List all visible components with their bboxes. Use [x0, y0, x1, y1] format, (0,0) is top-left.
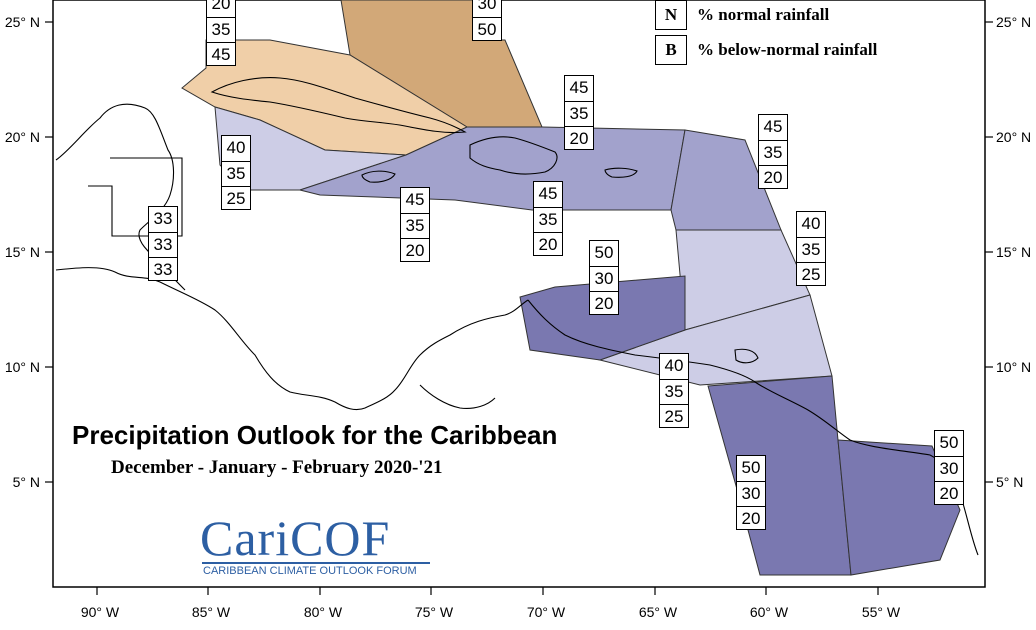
bahamas-below: 50	[473, 17, 501, 42]
cuba-above: 20	[211, 0, 231, 13]
forecast-box-leeward-islands: 45 35 20	[758, 114, 788, 189]
lat-label-5: 5° N	[13, 474, 40, 490]
leeward-below: 20	[759, 165, 787, 190]
puerto-rico-above: 45	[538, 184, 558, 203]
jamaica-above: 45	[405, 190, 425, 209]
latitude-labels-right: 25° N 20° N 15° N 10° N 5° N	[996, 14, 1031, 490]
suriname-above: 50	[939, 433, 959, 452]
coast-cuba	[210, 77, 467, 134]
cuba-normal: 35	[207, 17, 235, 42]
hispaniola-normal: 35	[565, 101, 593, 126]
forecast-box-trinidad: 40 35 25	[659, 353, 689, 428]
longitude-labels: 90° W 85° W 80° W 75° W 70° W 65° W 60° …	[81, 604, 901, 620]
bahamas-normal: 30	[477, 0, 497, 13]
trinidad-below: 25	[660, 404, 688, 429]
forecast-box-belize: 33 33 33	[148, 206, 178, 281]
legend-text-normal: % normal rainfall	[697, 5, 830, 24]
abc-below: 20	[590, 291, 618, 316]
tick-marks	[45, 21, 993, 595]
abc-above: 50	[594, 243, 614, 262]
region-suriname	[837, 439, 961, 576]
forecast-box-puerto-rico: 45 35 20	[533, 181, 563, 256]
belize-below: 33	[149, 257, 177, 282]
trinidad-normal: 35	[660, 379, 688, 404]
guyana-below: 20	[737, 506, 765, 531]
suriname-normal: 30	[935, 456, 963, 481]
lat-label-10: 10° N	[5, 359, 40, 375]
guyana-normal: 30	[737, 481, 765, 506]
hispaniola-below: 20	[565, 126, 593, 151]
coast-panama	[419, 384, 496, 409]
forecast-box-bahamas: 30 50	[472, 0, 502, 41]
lat-label-10-right: 10° N	[996, 359, 1031, 375]
forecast-box-guyana: 50 30 20	[736, 455, 766, 530]
forecast-box-windward-islands: 40 35 25	[796, 211, 826, 286]
suriname-below: 20	[935, 481, 963, 506]
legend: N % normal rainfall B % below-normal rai…	[655, 0, 955, 68]
western-caribbean-below: 25	[222, 186, 250, 211]
legend-key-below: B	[655, 35, 687, 65]
belize-above: 33	[153, 209, 173, 228]
coast-trinidad	[734, 348, 759, 364]
lat-label-15: 15° N	[5, 244, 40, 260]
map-title: Precipitation Outlook for the Caribbean	[72, 420, 558, 450]
lon-label-90: 90° W	[81, 604, 120, 620]
lat-label-20-right: 20° N	[996, 129, 1031, 145]
puerto-rico-normal: 35	[534, 207, 562, 232]
region-guyana	[707, 375, 852, 576]
caricof-logo: CariCOF CARIBBEAN CLIMATE OUTLOOK FORUM	[200, 512, 440, 582]
trinidad-above: 40	[664, 356, 684, 375]
coast-central-america	[55, 267, 529, 411]
forecast-box-hispaniola: 45 35 20	[564, 75, 594, 150]
lat-label-25-right: 25° N	[996, 14, 1031, 30]
belize-normal: 33	[149, 232, 177, 257]
forecast-box-jamaica: 45 35 20	[400, 187, 430, 262]
map-frame	[52, 0, 986, 588]
coast-puerto-rico	[604, 167, 638, 178]
windward-below: 25	[797, 262, 825, 287]
forecast-box-abc-islands: 50 30 20	[589, 240, 619, 315]
forecast-regions	[181, 0, 961, 576]
forecast-box-suriname: 50 30 20	[934, 430, 964, 505]
lon-label-80: 80° W	[304, 604, 343, 620]
map-subtitle: December - January - February 2020-'21	[111, 457, 443, 478]
coast-jamaica	[361, 170, 396, 183]
latitude-labels-left: 25° N 20° N 15° N 10° N 5° N	[5, 14, 40, 490]
windward-normal: 35	[797, 237, 825, 262]
leeward-above: 45	[763, 117, 783, 136]
lon-label-85: 85° W	[192, 604, 231, 620]
lon-label-75: 75° W	[415, 604, 454, 620]
region-abc-islands	[519, 275, 686, 361]
logo-tagline: CARIBBEAN CLIMATE OUTLOOK FORUM	[203, 565, 417, 577]
western-caribbean-above: 40	[226, 138, 246, 157]
legend-text-below: % below-normal rainfall	[697, 40, 878, 59]
jamaica-normal: 35	[401, 213, 429, 238]
lat-label-25: 25° N	[5, 14, 40, 30]
coast-belize-box	[88, 157, 183, 237]
western-caribbean-normal: 35	[222, 161, 250, 186]
leeward-normal: 35	[759, 140, 787, 165]
lon-label-70: 70° W	[527, 604, 566, 620]
lon-label-60: 60° W	[750, 604, 789, 620]
logo-rule	[202, 562, 430, 564]
abc-normal: 30	[590, 266, 618, 291]
coast-hispaniola	[469, 136, 558, 175]
guyana-above: 50	[741, 458, 761, 477]
jamaica-below: 20	[401, 238, 429, 263]
lat-label-15-right: 15° N	[996, 244, 1031, 260]
lon-label-55: 55° W	[862, 604, 901, 620]
logo-wordmark: CariCOF	[200, 510, 391, 566]
forecast-box-cuba: 20 35 45	[206, 0, 236, 66]
cuba-below: 45	[207, 42, 235, 67]
puerto-rico-below: 20	[534, 232, 562, 257]
lon-label-65: 65° W	[639, 604, 678, 620]
lat-label-5-right: 5° N	[996, 474, 1023, 490]
windward-above: 40	[801, 214, 821, 233]
hispaniola-above: 45	[569, 78, 589, 97]
lat-label-20: 20° N	[5, 129, 40, 145]
forecast-box-western-caribbean: 40 35 25	[221, 135, 251, 210]
legend-key-normal: N	[655, 0, 687, 30]
